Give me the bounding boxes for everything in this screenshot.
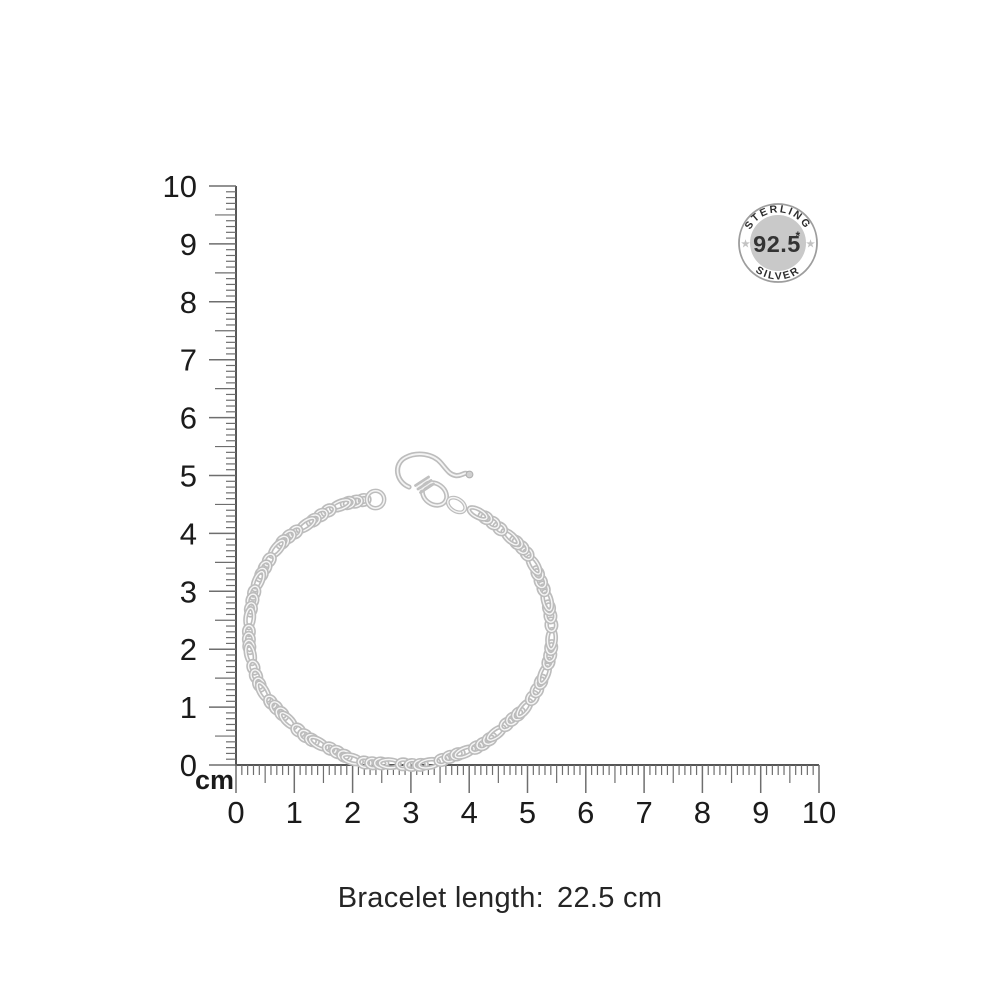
chain-link	[524, 689, 540, 707]
chain-link	[243, 605, 257, 631]
purity-badge: STERLING SILVER ★ ★ 92.5 *	[738, 203, 818, 283]
chain-link	[467, 740, 485, 755]
clasp-connector-link-highlight	[447, 496, 466, 514]
clasp-wire-wrap	[414, 475, 435, 494]
chain-link	[466, 505, 490, 522]
ruler-number-x: 3	[402, 795, 419, 830]
chain-link	[485, 724, 507, 743]
chain-link	[261, 551, 277, 569]
ruler-number-y: 3	[180, 574, 197, 609]
ruler-number-y: 10	[163, 169, 197, 204]
chain-link	[536, 662, 553, 686]
ruler-number-y: 4	[180, 516, 197, 551]
ruler-number-x: 9	[752, 795, 769, 830]
clasp-end-ring-highlight	[366, 490, 385, 509]
clasp-wire-wrap-highlight	[415, 478, 433, 492]
chain-link	[514, 698, 534, 720]
chain-link	[250, 569, 267, 593]
chain-link	[519, 545, 535, 562]
ruler-number-x: 0	[227, 795, 244, 830]
chain-link	[544, 616, 559, 634]
chain-link	[241, 623, 256, 641]
chain-link	[492, 521, 509, 537]
chain-link	[243, 641, 258, 667]
chain-link	[525, 554, 543, 577]
ruler-number-y: 6	[180, 401, 197, 436]
chain-link	[433, 752, 451, 768]
chain-link	[541, 653, 556, 671]
chain-link	[263, 693, 279, 711]
badge-bottom-text: SILVER	[753, 264, 800, 283]
badge-purity-value: 92.5	[753, 231, 801, 257]
ruler-number-y: 9	[180, 227, 197, 262]
ruler-number-x: 6	[577, 795, 594, 830]
ruler-number-y: 1	[180, 690, 197, 725]
ruler-number-y: 0	[180, 748, 197, 783]
ruler-number-x: 8	[694, 795, 711, 830]
ruler-number-x: 4	[461, 795, 478, 830]
caption-label: Bracelet length:	[337, 882, 545, 914]
caption-value: 22.5 cm	[557, 882, 663, 914]
badge-inner-circle	[750, 215, 806, 271]
chain-link	[500, 527, 521, 548]
chain-link	[290, 722, 307, 738]
chain-link	[340, 752, 364, 767]
chain-link	[377, 757, 402, 771]
chain-link	[416, 756, 442, 771]
clasp-s-hook-highlight	[396, 453, 469, 488]
ruler-number-x: 7	[635, 795, 652, 830]
chain-link	[354, 493, 372, 508]
chain-link	[295, 515, 318, 534]
ruler-number-x: 10	[802, 795, 836, 830]
chain-link	[536, 580, 551, 598]
badge-asterisk: *	[796, 229, 801, 243]
svg-text:SILVER: SILVER	[753, 264, 802, 283]
chain-link	[356, 755, 374, 770]
chain-link	[254, 680, 272, 703]
bracelet-clasp	[364, 451, 474, 515]
bracelet-chain	[241, 493, 559, 773]
ruler-number-y: 5	[180, 459, 197, 494]
chain-link	[394, 757, 412, 772]
ruler-number-y: 2	[180, 632, 197, 667]
chain-link	[321, 741, 339, 756]
chain-link	[247, 583, 262, 601]
chain-link	[320, 503, 337, 518]
ruler-number-x: 1	[286, 795, 303, 830]
ruler-unit-label: cm	[195, 765, 234, 795]
badge-star-right-icon: ★	[805, 239, 815, 251]
bracelet-length-caption: Bracelet length: 22.5 cm	[0, 882, 1000, 915]
badge-star-left-icon: ★	[740, 239, 750, 251]
ruler-number-x: 5	[519, 795, 536, 830]
ruler-number-y: 8	[180, 285, 197, 320]
chain-link	[540, 588, 555, 613]
chain-link	[453, 744, 477, 760]
ruler-number-y: 7	[180, 343, 197, 378]
ruler-number-x: 2	[344, 795, 361, 830]
chain-link	[477, 510, 494, 526]
chain-link	[307, 734, 330, 752]
chain-link	[243, 600, 258, 618]
clasp-hook-ball-tip	[465, 470, 474, 479]
chain-link	[287, 524, 304, 540]
chain-link	[498, 716, 515, 733]
chain-link	[328, 497, 353, 513]
chain-link	[246, 658, 261, 676]
